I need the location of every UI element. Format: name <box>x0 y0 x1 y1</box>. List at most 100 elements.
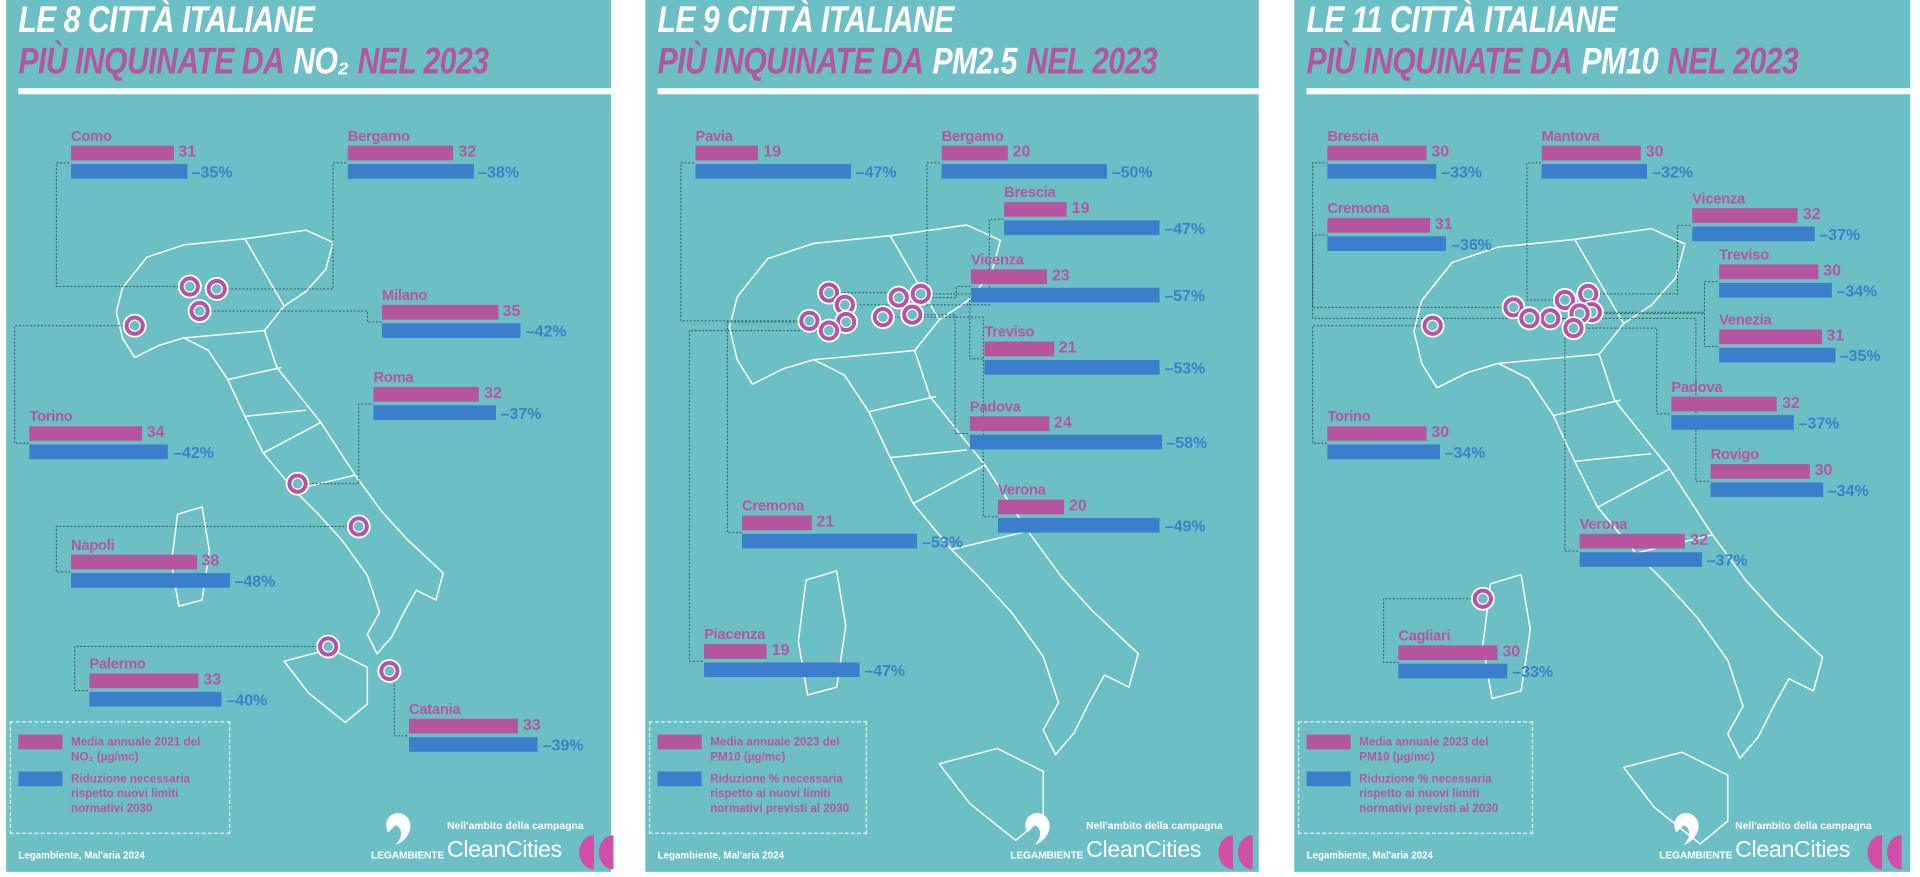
subtitle-part: NEL 2023 <box>357 41 489 83</box>
bar-value <box>408 718 519 734</box>
bar-value <box>1004 202 1067 217</box>
city-name: Padova <box>1671 378 1723 396</box>
connector <box>297 403 374 485</box>
bar-reduction <box>89 691 222 707</box>
legend-label: Riduzione necessaria rispetto nuovi limi… <box>71 772 190 816</box>
bar-reduction-label: –35% <box>191 162 233 182</box>
legend-label: Media annuale 2021 del NO₂ (µg/mc) <box>71 735 201 765</box>
subtitle-part: PIÙ INQUINATE DA <box>18 41 285 83</box>
bar-reduction-label: –57% <box>1164 286 1206 305</box>
legend-swatch <box>657 771 702 787</box>
connector <box>1588 224 1693 295</box>
bar-value-label: 31 <box>1434 214 1453 233</box>
connector <box>14 325 135 444</box>
bar-value <box>969 416 1050 432</box>
bar-value <box>1710 464 1810 479</box>
org-name: LEGAMBIENTE <box>1010 848 1084 861</box>
legambiente-logo <box>386 813 411 845</box>
bar-reduction <box>695 164 851 179</box>
bar-reduction <box>941 164 1107 179</box>
bar-value-label: 23 <box>1051 265 1070 285</box>
bar-reduction <box>373 405 496 421</box>
bar-value-label: 30 <box>1645 142 1664 161</box>
bar-value <box>1671 396 1778 412</box>
bar-value <box>971 269 1048 285</box>
city-name: Venezia <box>1719 311 1772 329</box>
title: LE 11 CITTÀ ITALIANE <box>1306 0 1618 41</box>
subtitle-part: PIÙ INQUINATE DA <box>657 41 924 83</box>
city-name: Roma <box>373 368 414 386</box>
bar-reduction <box>1327 164 1437 179</box>
bar-reduction <box>997 517 1160 533</box>
bar-reduction-label: –33% <box>1512 662 1554 681</box>
legend-swatch <box>1306 771 1351 787</box>
connector <box>74 646 329 692</box>
bar-value-label: 32 <box>484 383 502 402</box>
city-name: Verona <box>997 481 1046 499</box>
bar-value <box>89 673 199 689</box>
bar-reduction-label: –37% <box>1798 413 1840 433</box>
subtitle-part: PIÙ INQUINATE DA <box>1306 41 1573 83</box>
bar-reduction <box>704 662 860 678</box>
bar-reduction-label: –47% <box>864 661 906 680</box>
bar-reduction <box>742 533 918 549</box>
city-name: Verona <box>1579 515 1628 533</box>
city-name: Palermo <box>89 655 146 673</box>
source: Legambiente, Mal'aria 2024 <box>1306 849 1433 861</box>
bar-reduction <box>1671 415 1794 430</box>
city-marker-inner <box>892 291 905 304</box>
bar-value-label: 38 <box>201 551 220 570</box>
bar-reduction-label: –47% <box>1164 219 1206 238</box>
bar-value <box>1719 264 1819 280</box>
bar-value-label: 21 <box>1058 337 1077 357</box>
city-marker-inner <box>822 286 836 299</box>
city-marker-inner <box>352 520 365 533</box>
bar-reduction-label: –53% <box>922 532 963 552</box>
subtitle-part: PM10 <box>1581 41 1659 83</box>
bar-value-label: 21 <box>816 511 835 531</box>
bar-reduction-label: –47% <box>855 162 897 182</box>
connector <box>1591 281 1720 313</box>
connector <box>680 162 810 322</box>
title: LE 8 CITTÀ ITALIANE <box>18 0 315 41</box>
legend <box>648 721 867 834</box>
bar-reduction <box>1004 220 1160 236</box>
city-marker-inner <box>193 304 206 318</box>
city-marker-inner <box>803 314 816 327</box>
city-name: Mantova <box>1541 127 1600 145</box>
city-marker-inner <box>1426 319 1439 332</box>
legend-label: Media annuale 2023 del PM10 (µg/mc) <box>1359 735 1489 765</box>
city-name: Napoli <box>71 536 115 554</box>
city-name: Rovigo <box>1710 445 1760 463</box>
title-rule <box>657 88 1259 95</box>
city-marker-inner <box>210 282 223 296</box>
bar-reduction <box>71 164 187 179</box>
legend-label: Riduzione % necessaria rispetto ai nuovi… <box>710 772 850 816</box>
bar-value <box>1579 533 1686 549</box>
connector <box>898 286 972 299</box>
bar-value-label: 35 <box>502 301 521 320</box>
legend-label: Media annuale 2023 del PM10 (µg/mc) <box>710 735 840 765</box>
bar-value <box>1398 645 1498 661</box>
bar-value-label: 30 <box>1814 460 1833 479</box>
city-marker-inner <box>1558 293 1572 307</box>
city-name: Cremona <box>1327 199 1390 217</box>
bar-value <box>695 145 759 161</box>
campaign-name: CleanCities <box>1735 837 1851 864</box>
city-marker-inner <box>1523 312 1536 325</box>
bar-value <box>984 341 1054 357</box>
bar-reduction-label: –40% <box>226 690 268 709</box>
bar-value <box>1327 426 1427 441</box>
legend-swatch <box>657 734 702 750</box>
bar-reduction-label: –50% <box>1111 162 1153 182</box>
city-marker-inner <box>876 311 889 324</box>
bar-reduction <box>984 360 1160 375</box>
city-marker-inner <box>840 315 853 329</box>
bar-reduction <box>1719 282 1832 298</box>
bar-reduction <box>969 434 1162 450</box>
bar-value-label: 19 <box>771 640 790 659</box>
connector <box>1550 317 1711 482</box>
connector <box>844 218 1005 306</box>
bar-reduction-label: –32% <box>1652 162 1694 182</box>
